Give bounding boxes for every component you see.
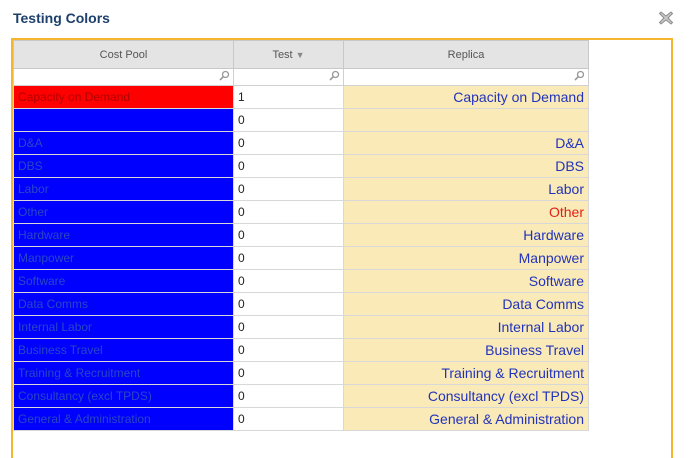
filter-input-cost-pool[interactable] [14, 70, 233, 85]
table-row[interactable]: 0 [13, 107, 589, 132]
cost-pool-cell[interactable]: Hardware [13, 222, 234, 247]
close-icon[interactable] [657, 9, 675, 27]
test-cell[interactable]: 0 [233, 337, 344, 362]
test-cell[interactable]: 1 [233, 84, 344, 109]
cost-pool-cell[interactable]: Data Comms [13, 291, 234, 316]
test-cell[interactable]: 0 [233, 130, 344, 155]
table-row[interactable]: Hardware 0 Hardware [13, 222, 589, 247]
table-row[interactable]: Labor 0 Labor [13, 176, 589, 201]
test-cell[interactable]: 0 [233, 291, 344, 316]
test-cell[interactable]: 0 [233, 222, 344, 247]
test-cell[interactable]: 0 [233, 153, 344, 178]
cost-pool-cell[interactable]: Software [13, 268, 234, 293]
search-icon[interactable] [329, 70, 340, 81]
table-row[interactable]: Capacity on Demand 1 Capacity on Demand [13, 84, 589, 109]
cost-pool-cell[interactable]: Capacity on Demand [13, 84, 234, 109]
table-row[interactable]: Consultancy (excl TPDS) 0 Consultancy (exc… [13, 383, 589, 408]
replica-cell[interactable] [343, 107, 589, 132]
test-cell[interactable]: 0 [233, 107, 344, 132]
filter-cell-test [233, 68, 344, 86]
column-header-label: Replica [447, 48, 485, 61]
replica-cell[interactable]: Manpower [343, 245, 589, 270]
grid-panel: Cost Pool Test ▼ Replica [11, 38, 673, 458]
search-icon[interactable] [219, 70, 230, 81]
cost-pool-cell[interactable]: Consultancy (excl TPDS) [13, 383, 234, 408]
column-header-label: Test [272, 48, 293, 61]
cost-pool-cell[interactable]: Internal Labor [13, 314, 234, 339]
table-row[interactable]: D&A 0 D&A [13, 130, 589, 155]
column-header-replica[interactable]: Replica [343, 40, 589, 69]
cost-pool-cell[interactable]: DBS [13, 153, 234, 178]
table-row[interactable]: General & Administration 0 General & Admin… [13, 406, 589, 431]
table-row[interactable]: Training & Recruitment 0 Training & Recrui… [13, 360, 589, 385]
grid-body: Capacity on Demand 1 Capacity on Demand 0 D&… [13, 84, 589, 431]
cost-pool-cell[interactable]: General & Administration [13, 406, 234, 431]
replica-cell[interactable]: D&A [343, 130, 589, 155]
replica-cell[interactable]: Capacity on Demand [343, 84, 589, 109]
test-cell[interactable]: 0 [233, 245, 344, 270]
replica-cell[interactable]: Data Comms [343, 291, 589, 316]
test-cell[interactable]: 0 [233, 314, 344, 339]
cost-pool-cell[interactable]: Business Travel [13, 337, 234, 362]
replica-cell[interactable]: Hardware [343, 222, 589, 247]
table-row[interactable]: Manpower 0 Manpower [13, 245, 589, 270]
filter-input-test[interactable] [234, 70, 343, 85]
cost-pool-cell[interactable]: Other [13, 199, 234, 224]
cost-pool-cell[interactable]: Labor [13, 176, 234, 201]
test-cell[interactable]: 0 [233, 406, 344, 431]
replica-cell[interactable]: Labor [343, 176, 589, 201]
table-row[interactable]: Data Comms 0 Data Comms [13, 291, 589, 316]
test-cell[interactable]: 0 [233, 268, 344, 293]
cost-pool-cell[interactable]: D&A [13, 130, 234, 155]
column-header-test[interactable]: Test ▼ [233, 40, 344, 69]
replica-cell[interactable]: Business Travel [343, 337, 589, 362]
column-header-label: Cost Pool [99, 48, 148, 61]
table-row[interactable]: Internal Labor 0 Internal Labor [13, 314, 589, 339]
filter-cell-replica [343, 68, 589, 86]
replica-cell[interactable]: Internal Labor [343, 314, 589, 339]
replica-cell[interactable]: Other [343, 199, 589, 224]
replica-cell[interactable]: Software [343, 268, 589, 293]
table-row[interactable]: Software 0 Software [13, 268, 589, 293]
cost-pool-cell[interactable]: Manpower [13, 245, 234, 270]
test-cell[interactable]: 0 [233, 199, 344, 224]
table-row[interactable]: Business Travel 0 Business Travel [13, 337, 589, 362]
cost-pool-cell[interactable] [13, 107, 234, 132]
filter-cell-cost-pool [13, 68, 234, 86]
search-icon[interactable] [574, 70, 585, 81]
sort-descending-icon: ▼ [295, 49, 305, 60]
cost-pool-cell[interactable]: Training & Recruitment [13, 360, 234, 385]
test-cell[interactable]: 0 [233, 383, 344, 408]
test-cell[interactable]: 0 [233, 176, 344, 201]
replica-cell[interactable]: Consultancy (excl TPDS) [343, 383, 589, 408]
dialog-title: Testing Colors [13, 10, 110, 26]
replica-cell[interactable]: DBS [343, 153, 589, 178]
table-row[interactable]: Other 0 Other [13, 199, 589, 224]
data-grid: Cost Pool Test ▼ Replica [13, 40, 589, 431]
test-cell[interactable]: 0 [233, 360, 344, 385]
filter-input-replica[interactable] [344, 70, 588, 85]
replica-cell[interactable]: General & Administration [343, 406, 589, 431]
table-row[interactable]: DBS 0 DBS [13, 153, 589, 178]
column-header-cost-pool[interactable]: Cost Pool [13, 40, 234, 69]
replica-cell[interactable]: Training & Recruitment [343, 360, 589, 385]
